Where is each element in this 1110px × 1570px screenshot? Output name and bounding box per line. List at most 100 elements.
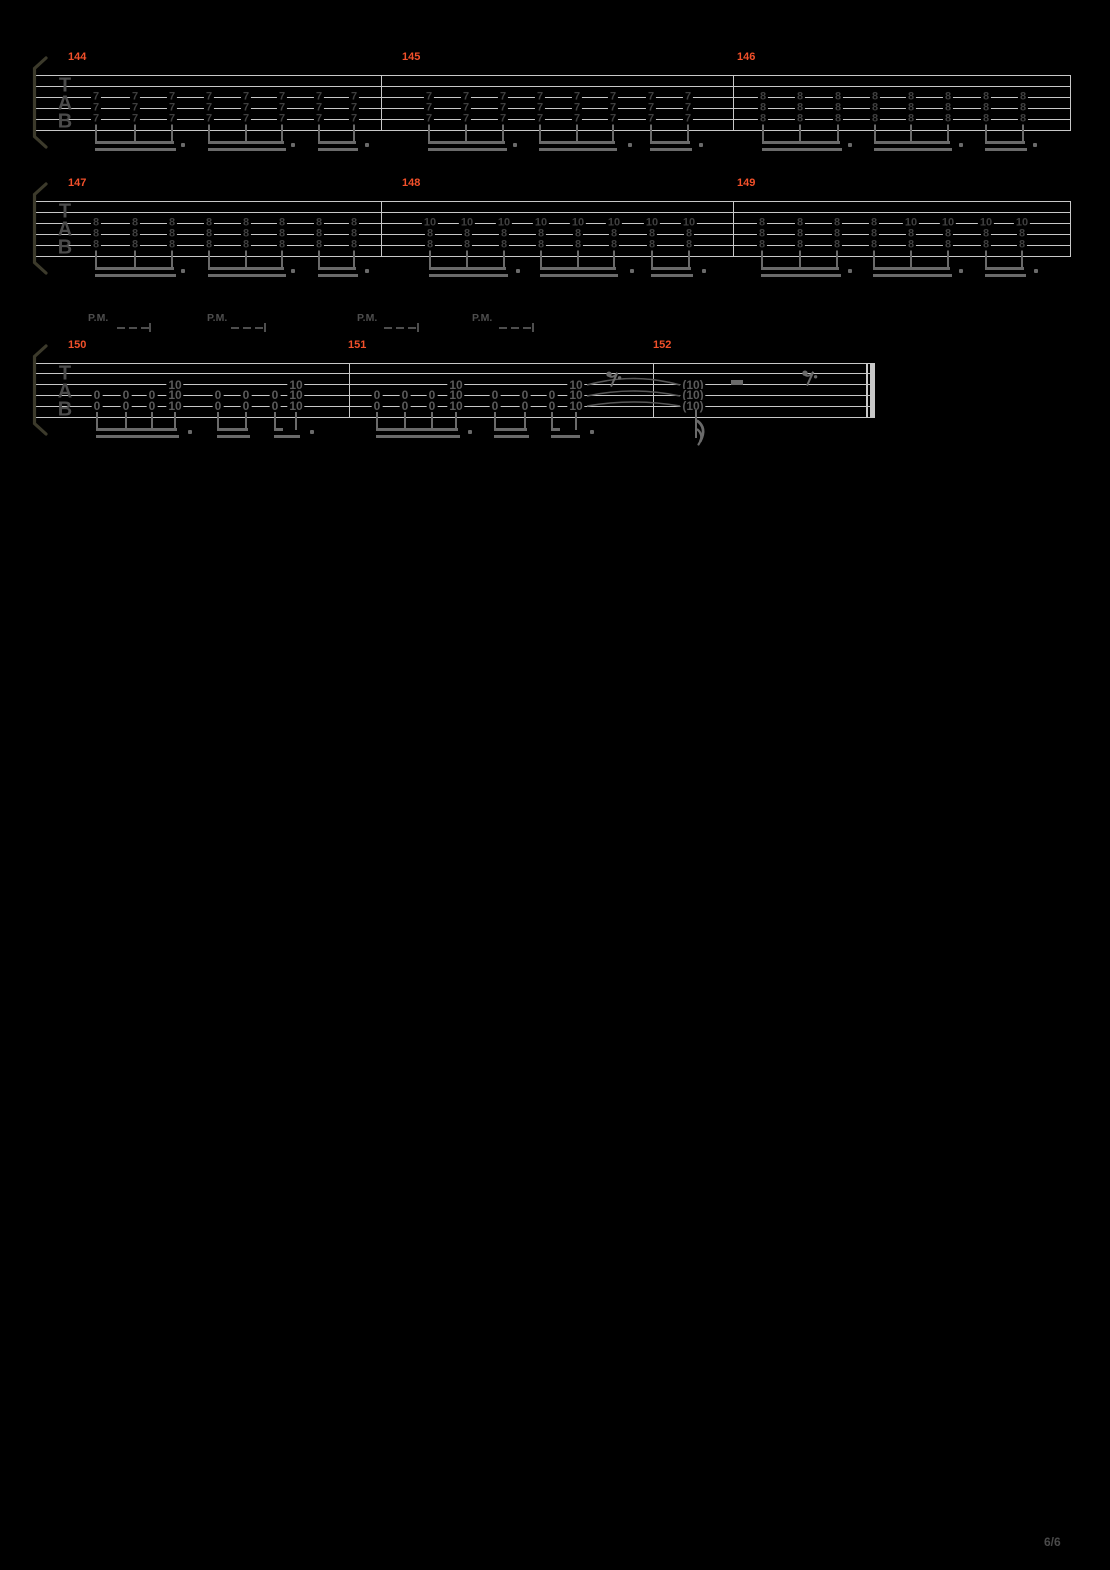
fret-number: 0	[146, 399, 158, 414]
beam	[872, 267, 950, 271]
fret-number: 8	[608, 238, 620, 251]
beam	[207, 267, 284, 271]
final-barline	[870, 363, 875, 418]
measure-number: 146	[737, 51, 756, 63]
tab-clef-letter: B	[57, 110, 73, 133]
fret-number: 7	[497, 101, 509, 114]
fret-number: 7	[571, 90, 583, 103]
barline	[733, 201, 734, 257]
beam	[317, 141, 356, 145]
fret-number: 8	[166, 216, 178, 229]
barline	[653, 363, 654, 418]
beam	[649, 147, 692, 151]
palm-mute-dashes	[117, 327, 149, 329]
fret-number: 0	[489, 399, 501, 414]
staff-line	[35, 129, 1070, 131]
fret-number: 8	[831, 216, 843, 229]
palm-mute-label: P.M.	[357, 312, 378, 324]
tab-clef-letter: T	[58, 200, 72, 223]
tab-clef-letter: A	[57, 218, 73, 241]
fret-number: 0	[212, 388, 224, 403]
note-stem	[612, 124, 614, 143]
beam	[427, 141, 505, 145]
fret-number: 8	[240, 216, 252, 229]
fret-number: 7	[90, 101, 102, 114]
fret-number: 8	[794, 227, 806, 240]
fret-number: 8	[868, 227, 880, 240]
fret-number: 8	[832, 101, 844, 114]
beam	[760, 267, 839, 271]
tab-clef-letter: T	[58, 74, 72, 97]
fret-number: 7	[645, 101, 657, 114]
fret-number: 0	[91, 399, 103, 414]
fret-number: 8	[869, 101, 881, 114]
beam	[95, 434, 179, 438]
fret-number: 7	[166, 90, 178, 103]
page-indicator: 6/6	[1044, 1535, 1061, 1549]
fret-number: 0	[546, 388, 558, 403]
fret-number: 10	[567, 388, 585, 403]
rhythm-dot	[310, 429, 314, 434]
measure-number: 150	[68, 339, 87, 351]
fret-number: 0	[371, 388, 383, 403]
fret-number: 8	[90, 216, 102, 229]
fret-number: 8	[980, 238, 992, 251]
beam	[984, 147, 1027, 151]
fret-number: 8	[757, 90, 769, 103]
fret-number: 7	[90, 112, 102, 125]
beam	[317, 147, 358, 151]
fret-number: 8	[646, 227, 658, 240]
fret-number: 7	[203, 112, 215, 125]
fret-number: 0	[120, 399, 132, 414]
note-stem	[174, 409, 176, 430]
beam	[207, 147, 286, 151]
beam	[650, 273, 693, 277]
fret-number: 10	[939, 216, 957, 229]
fret-number: 8	[756, 227, 768, 240]
rhythm-dot	[959, 142, 963, 147]
fret-number: 7	[460, 90, 472, 103]
fret-number: 8	[129, 227, 141, 240]
fret-number: 8	[832, 112, 844, 125]
rhythm-dot	[590, 429, 594, 434]
fret-number: 10	[166, 399, 184, 414]
fret-number: 8	[276, 227, 288, 240]
fret-number: 10	[495, 216, 513, 229]
beam	[873, 141, 950, 145]
beam	[760, 273, 841, 277]
fret-number: 8	[276, 216, 288, 229]
fret-number: 8	[203, 238, 215, 251]
fret-number: 8	[980, 227, 992, 240]
fret-number: 0	[546, 399, 558, 414]
fret-number: 10	[287, 388, 305, 403]
fret-number: 7	[276, 112, 288, 125]
fret-number: 7	[129, 101, 141, 114]
fret-number: 8	[1017, 101, 1029, 114]
fret-number: 8	[868, 216, 880, 229]
note-stem	[874, 124, 876, 143]
beam	[984, 273, 1026, 277]
fret-number: 7	[129, 90, 141, 103]
rhythm-dot	[702, 268, 706, 273]
fret-number: 7	[682, 101, 694, 114]
note-stem	[540, 250, 542, 269]
note-stem	[95, 124, 97, 143]
note-stem	[465, 124, 467, 143]
fret-number: 8	[794, 216, 806, 229]
fret-number: 10	[166, 377, 184, 392]
palm-mute-end-tick	[264, 323, 266, 332]
fret-number: 8	[90, 238, 102, 251]
fret-number: 8	[683, 227, 695, 240]
fret-number: 8	[869, 90, 881, 103]
fret-number: 8	[942, 227, 954, 240]
note-stem	[96, 409, 98, 430]
barline	[35, 201, 36, 257]
fret-number: 8	[203, 227, 215, 240]
note-stem	[695, 410, 697, 438]
beam	[984, 267, 1024, 271]
fret-number: 10	[458, 216, 476, 229]
fret-number: 10	[680, 216, 698, 229]
beam	[493, 434, 529, 438]
beam	[550, 428, 560, 432]
